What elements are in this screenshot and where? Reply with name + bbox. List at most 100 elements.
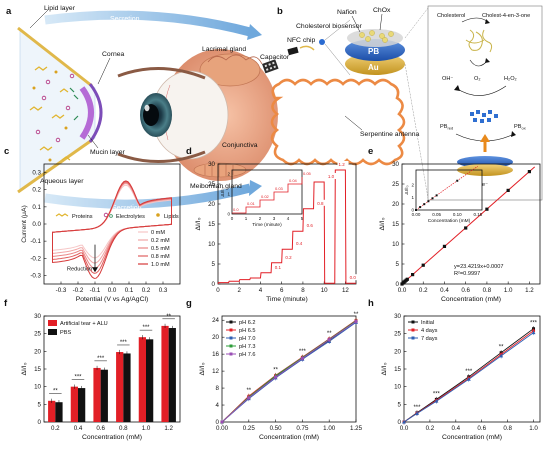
inset-x-tick-label: 0.15 [473,212,482,217]
significance-marker: *** [74,375,82,381]
y-tick-label: 10 [392,241,399,248]
y-tick-label: 4 [216,402,220,409]
chox-protein [465,29,493,53]
data-marker [434,399,439,403]
x-tick-label: 0.6 [96,425,105,432]
inset-x-tick-label: 0.05 [432,212,441,217]
nfc-chip-label: NFC chip [287,37,316,44]
legend-marker [229,320,233,324]
x-axis-label: Concentration (mM) [441,296,501,303]
reduction-annotation: Reduction [67,266,92,272]
x-tick-label: 1.2 [525,287,534,294]
legend-label: 0.2 mM [151,238,170,244]
amperometric-trace [217,169,356,285]
step-label: 0.4 [296,241,303,246]
x-tick-label: -0.1 [90,287,101,294]
mucin-layer [79,86,94,140]
plot-frame-g [221,315,357,423]
upper-eyelid [117,67,206,80]
bar [78,388,86,422]
significance-marker: *** [120,340,128,346]
y-tick-label: 5 [38,401,42,408]
x-axis-label: Concentration (mM) [259,434,319,441]
aqueous-layer-label: Aqueous layer [40,178,84,185]
panel-a-legend: Proteins Electrolytes Lipids [55,212,179,220]
series-line [221,321,357,423]
x-tick-label: 6 [280,287,284,294]
y-tick-label: 0.2 [32,187,41,194]
inset-y-tick-label: 0 [227,212,230,217]
nafion-label: Nafion [337,9,357,16]
panel-g: g 0 4 8 12 16 20 24 ΔI/I₀ 0.00 0.25 0.50 0.75 1.00 1.2… [186,298,363,441]
x-tick-label: 10 [321,287,328,294]
legend-label: 0 mM [151,230,165,236]
data-point [506,188,510,192]
y-tick-label: 0 [396,281,400,288]
y-tick-label: 25 [394,331,401,338]
y-tick-label: 0 [216,419,220,426]
electron-label: e⁻ [482,182,488,188]
inset-x-tick-label: 0 [231,216,234,221]
y-tick-label: 25 [208,181,215,188]
significance-marker: ** [354,312,359,318]
significance-marker: ** [246,388,251,394]
panel-f: f 0 5 10 15 20 25 30 ΔI/I₀ 0.2 ** 0.4 *** 0.6 *** 0.8 **… [4,298,181,441]
cholesterol-biosensor-dot [319,39,325,45]
y-axis-label: ΔI/I₀ [195,217,202,230]
y-tick-label: 15 [394,366,401,373]
y-tick-label: 0.0 [32,221,41,228]
bar [48,400,56,422]
x-axis-label: Potential (V vs Ag/AgCl) [76,296,149,303]
secretion-arrowhead-top [247,24,262,40]
y-tick-label: -0.1 [30,238,41,245]
bar [161,325,169,422]
x-tick-label: 0.0 [398,287,407,294]
panel-label-c: c [4,146,9,157]
legend-label: 1.0 mM [151,262,170,268]
inset-data-point [435,194,438,197]
tear-components [29,66,79,162]
legend-marker [411,320,415,324]
panel-label-f: f [4,298,8,309]
proteins-icon [55,213,69,217]
significance-marker: *** [142,325,150,331]
x-tick-label: 0.8 [119,425,128,432]
y-tick-label: 20 [212,334,219,341]
step-label: 1.2 [338,162,345,167]
inset-data-point [419,206,422,209]
inset-y-tick-label: 1 [227,192,230,197]
x-tick-label: 0.0 [400,425,409,432]
x-tick-label: 0.3 [159,287,168,294]
y-tick-label: 5 [212,261,216,268]
sensor-layer-stack: PB Au [345,29,405,75]
inset-step-label: 0.03 [275,186,284,191]
step-label-bg [316,199,328,206]
inset-data-point [415,209,417,211]
x-tick-label: 0.4 [452,425,461,432]
data-point [442,244,447,248]
data-marker [402,420,406,424]
y-tick-label: 15 [208,221,215,228]
conjunctiva-label: Conjunctiva [222,142,258,149]
step-label: 0.0 [350,275,357,280]
legend-label: 7 days [421,336,438,342]
data-point [405,277,409,281]
legend-label: PBS [60,330,71,336]
eye-illustration [117,49,278,181]
legend-marker [229,328,233,332]
lipid-layer-top [17,26,93,88]
bar [55,402,63,422]
y-tick-label: 30 [208,161,215,168]
legend-swatch [48,320,57,326]
significance-marker: ** [499,345,504,351]
inset-x-tick-label: 2 [259,216,262,221]
inset-y-axis-label: ΔI/I₀ [404,185,410,194]
inset-data-point [423,203,426,206]
step-label-bg [305,222,317,229]
secretion-arrowhead-bottom [249,180,262,196]
x-tick-label: 1.0 [504,287,513,294]
legend-label: pH 6.2 [239,320,255,326]
legend-label: 4 days [421,328,438,334]
